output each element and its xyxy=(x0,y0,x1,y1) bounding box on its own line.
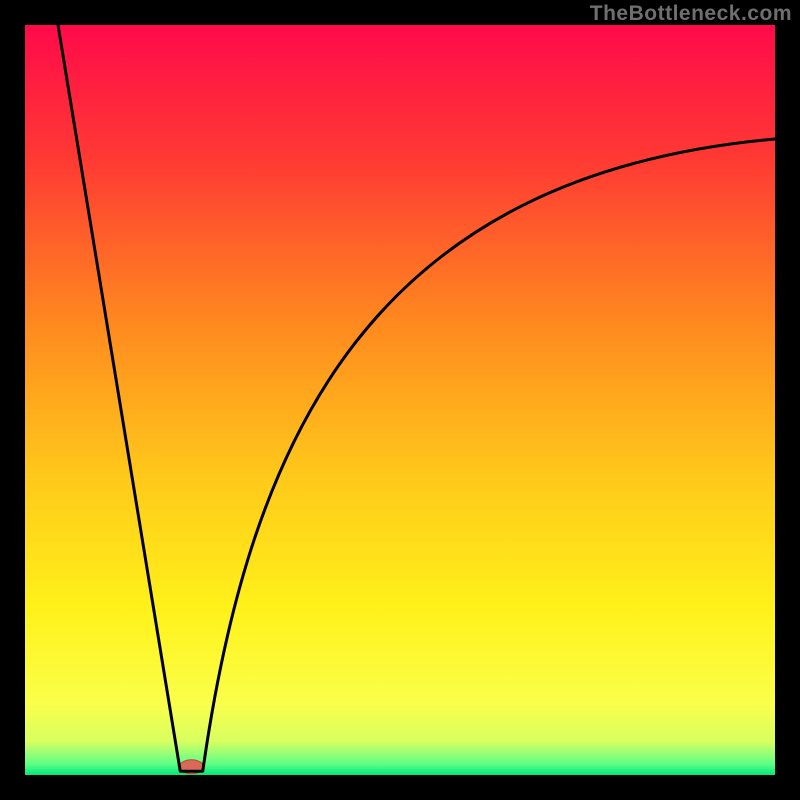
chart-container: TheBottleneck.com xyxy=(0,0,800,800)
bottleneck-chart xyxy=(0,0,800,800)
plot-background xyxy=(25,25,775,775)
watermark-text: TheBottleneck.com xyxy=(590,2,792,26)
